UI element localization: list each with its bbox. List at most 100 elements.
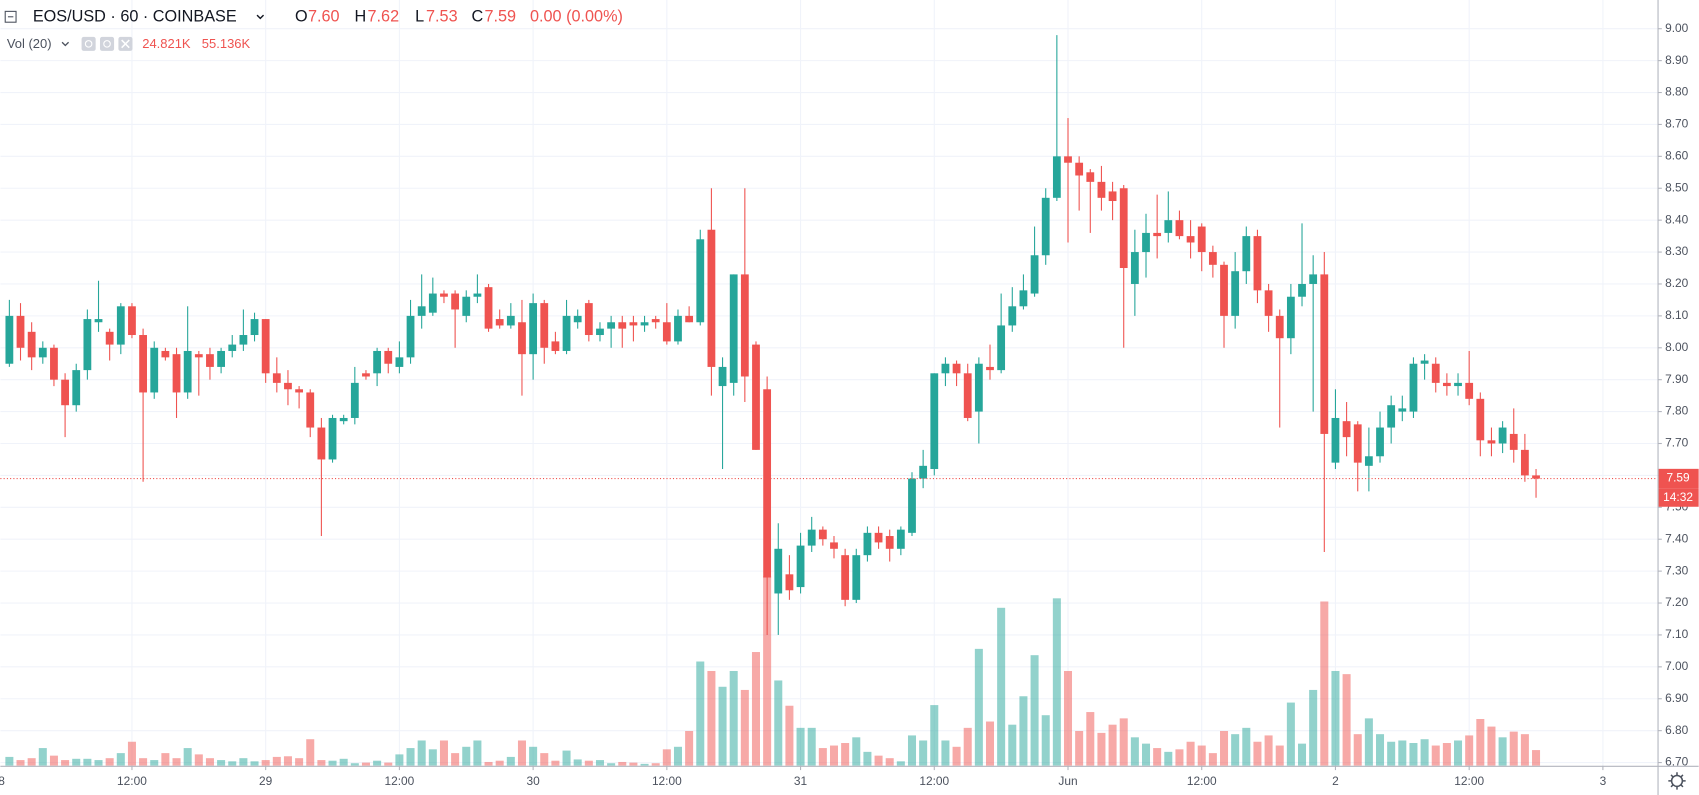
volume-ma-value: 55.136K	[202, 36, 251, 51]
candle-body	[1064, 156, 1072, 163]
candle-body	[495, 319, 504, 326]
volume-bar	[673, 746, 682, 766]
candle-body	[272, 373, 281, 383]
candle-body	[1487, 440, 1496, 444]
candle-body	[1398, 408, 1407, 412]
volume-bar	[952, 746, 961, 766]
volume-bar	[1286, 702, 1295, 766]
volume-bar	[751, 652, 760, 766]
volume-bar	[1376, 734, 1385, 766]
volume-chevron[interactable]	[61, 41, 70, 47]
candle-body	[1108, 191, 1117, 202]
volume-bar	[618, 761, 627, 766]
volume-bar	[1086, 712, 1095, 766]
settings-button[interactable]	[99, 36, 115, 51]
volume-bar	[1353, 734, 1362, 766]
candle-body	[451, 293, 460, 310]
candle-body	[908, 478, 916, 533]
symbol-title[interactable]: EOS/USD · 60 · COINBASE	[33, 8, 237, 26]
candle-body	[863, 532, 872, 556]
candle-body	[974, 363, 983, 412]
candle-body	[61, 379, 69, 406]
volume-bar	[1242, 727, 1251, 766]
x-tick-label: 28	[0, 774, 5, 788]
candle-body	[629, 322, 638, 326]
candle-body	[818, 529, 827, 540]
volume-bar	[451, 753, 460, 766]
y-tick-label: 8.10	[1665, 308, 1689, 322]
volume-bar	[183, 748, 192, 766]
volume-bar	[1119, 718, 1128, 766]
candle-body	[986, 366, 994, 371]
volume-title[interactable]: Vol (20)	[7, 36, 52, 51]
volume-bar	[1454, 740, 1463, 766]
candle-body	[573, 315, 582, 323]
visibility-button[interactable]	[81, 36, 96, 51]
candle-body	[1331, 417, 1340, 463]
candle-body	[930, 373, 939, 470]
x-tick-label: 12:00	[117, 774, 147, 788]
candle-body	[1197, 226, 1206, 253]
candle-body	[1353, 424, 1362, 463]
candle-body	[718, 366, 727, 387]
candle-body	[150, 347, 159, 393]
candle-body	[1532, 475, 1540, 479]
candle-body	[874, 532, 883, 543]
candle-body	[941, 363, 950, 374]
candle-body	[440, 293, 448, 297]
volume-bar	[562, 750, 571, 766]
symbol-chevron[interactable]	[256, 14, 265, 20]
volume-bar	[685, 731, 694, 766]
candle-body	[785, 574, 794, 591]
x-tick-label: 12:00	[1187, 774, 1217, 788]
volume-bar	[61, 760, 70, 766]
volume-bar	[473, 740, 482, 766]
volume-bar	[317, 760, 326, 766]
candle-body	[1509, 433, 1518, 450]
price-label-box	[1658, 468, 1699, 489]
volume-bar	[1253, 741, 1262, 766]
candle-body	[284, 382, 292, 390]
candle-body	[172, 354, 181, 393]
candle-body	[1431, 363, 1440, 383]
x-tick-label: 30	[526, 774, 540, 788]
candle-body	[1164, 220, 1173, 233]
volume-bar	[1264, 735, 1273, 766]
candle-body	[618, 322, 627, 329]
volume-bar	[1197, 745, 1206, 766]
settings-gear[interactable]	[1668, 772, 1686, 790]
x-tick-label: 12:00	[919, 774, 949, 788]
y-tick-label: 7.20	[1665, 595, 1689, 609]
candle-body	[562, 315, 571, 351]
volume-bar	[1420, 739, 1429, 766]
candle-body	[1498, 427, 1507, 444]
volume-bar	[49, 755, 58, 766]
volume-bar	[1342, 674, 1351, 766]
candle-body	[50, 347, 58, 380]
candle-body	[484, 287, 493, 329]
volume-bar	[896, 761, 905, 766]
volume-bar	[1532, 750, 1541, 766]
volume-bar	[1520, 734, 1529, 766]
collapse-button[interactable]	[4, 10, 17, 23]
volume-bar	[707, 670, 716, 766]
candle-body	[774, 548, 783, 594]
candle-body	[640, 322, 649, 326]
change: 0.00 (0.00%)	[530, 8, 623, 26]
volume-bar	[763, 576, 772, 766]
candle-body	[1119, 188, 1128, 269]
volume-bar	[406, 748, 415, 766]
candle-body	[1409, 363, 1418, 412]
volume-bar	[373, 760, 382, 766]
candle-body	[1442, 382, 1451, 387]
volume-bar	[1041, 715, 1050, 766]
volume-bar	[796, 727, 805, 766]
candle-body	[27, 331, 36, 358]
y-tick-label: 8.50	[1665, 180, 1689, 194]
volume-bar	[1063, 670, 1073, 766]
y-tick-label: 8.40	[1665, 212, 1689, 226]
y-tick-label: 7.00	[1665, 659, 1689, 673]
volume-bar	[417, 740, 426, 766]
candle-body	[952, 363, 961, 374]
candle-body	[105, 331, 114, 345]
